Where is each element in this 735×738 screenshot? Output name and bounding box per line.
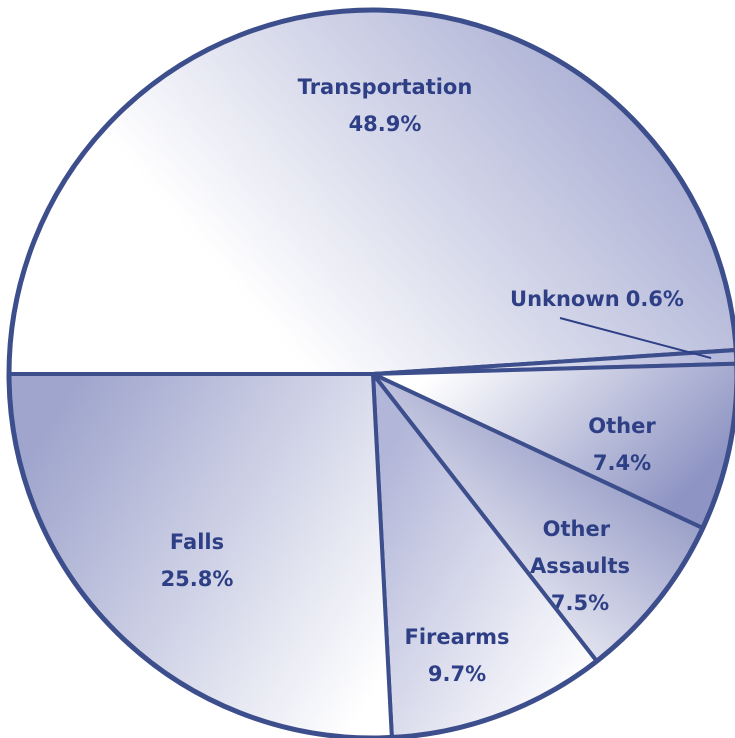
slice-label: Unknown 0.6% — [510, 287, 684, 311]
slice-label: Other Assaults — [530, 517, 630, 578]
value-label: 7.5% — [551, 591, 609, 615]
slice-label: Other — [588, 414, 656, 438]
pie-outline — [6, 7, 735, 738]
leader-line — [559, 317, 712, 360]
pie-slice — [7, 372, 394, 738]
slice-label: Falls — [170, 530, 224, 554]
pie-slice — [7, 8, 735, 376]
value-label: 25.8% — [161, 567, 234, 591]
value-label: 48.9% — [349, 112, 422, 136]
slice-label: Transportation — [298, 75, 473, 99]
value-label: 7.4% — [593, 451, 651, 475]
value-label: 9.7% — [428, 662, 486, 686]
slice-label: Firearms — [404, 625, 509, 649]
